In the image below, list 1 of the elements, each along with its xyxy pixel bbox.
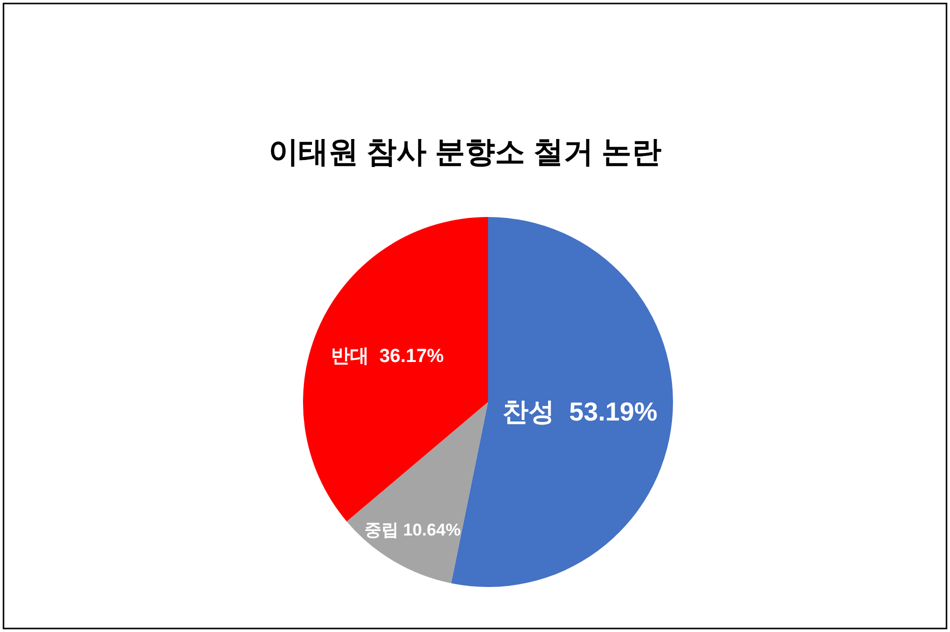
- title: 이태원 참사 분향소 철거 논란: [268, 136, 662, 169]
